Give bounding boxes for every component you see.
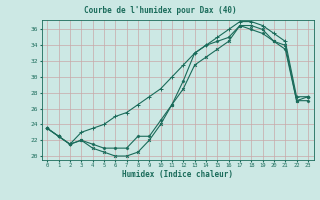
Text: Courbe de l'humidex pour Dax (40): Courbe de l'humidex pour Dax (40) bbox=[84, 6, 236, 15]
X-axis label: Humidex (Indice chaleur): Humidex (Indice chaleur) bbox=[122, 170, 233, 179]
